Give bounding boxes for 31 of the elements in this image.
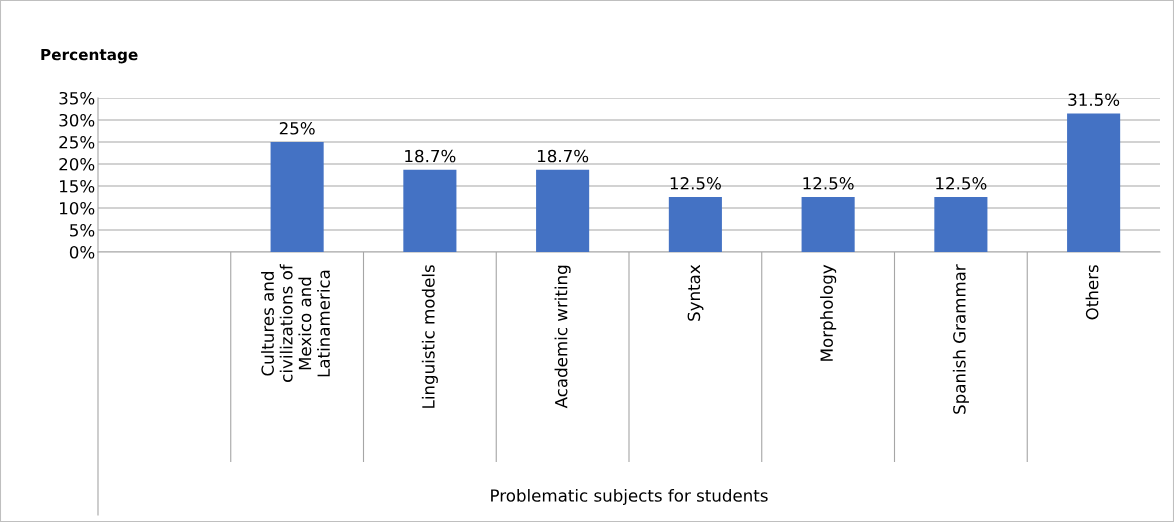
y-tick-label: 25% bbox=[59, 135, 95, 149]
bar bbox=[801, 197, 855, 252]
data-label: 18.7% bbox=[405, 149, 456, 163]
data-label: 12.5% bbox=[670, 177, 721, 190]
data-label: 31.5% bbox=[1068, 93, 1120, 106]
bar bbox=[403, 169, 457, 252]
y-tick-label: 0% bbox=[69, 245, 95, 259]
x-tick-label: Academic writing bbox=[554, 265, 571, 409]
x-tick-label: Syntax bbox=[687, 264, 704, 321]
y-tick-label: 30% bbox=[59, 113, 95, 127]
x-tick-label: Morphology bbox=[820, 264, 837, 361]
y-axis-title: Percentage bbox=[41, 48, 138, 64]
bar bbox=[536, 169, 590, 252]
data-label: 12.5% bbox=[936, 177, 987, 190]
y-tick-label: 15% bbox=[60, 179, 95, 193]
bar bbox=[1067, 113, 1121, 252]
x-tick-label: Others bbox=[1085, 265, 1099, 320]
x-axis-title: Problematic subjects for students bbox=[491, 488, 768, 506]
data-label: 18.7% bbox=[537, 149, 589, 163]
bar bbox=[934, 197, 988, 252]
bar bbox=[668, 197, 722, 252]
y-tick-label: 5% bbox=[70, 223, 95, 237]
bar bbox=[270, 142, 324, 252]
x-tick-label: Linguistic models bbox=[421, 265, 438, 408]
y-tick-label: 35% bbox=[59, 91, 95, 105]
data-label: 25% bbox=[279, 122, 315, 135]
y-tick-label: 10% bbox=[60, 201, 95, 215]
y-tick-label: 20% bbox=[59, 157, 95, 171]
x-tick-label: Spanish Grammar bbox=[952, 264, 969, 414]
x-tick-label: Cultures and civilizations of Mexico and Latinamerica bbox=[261, 264, 330, 382]
data-label: 12.5% bbox=[803, 177, 854, 190]
